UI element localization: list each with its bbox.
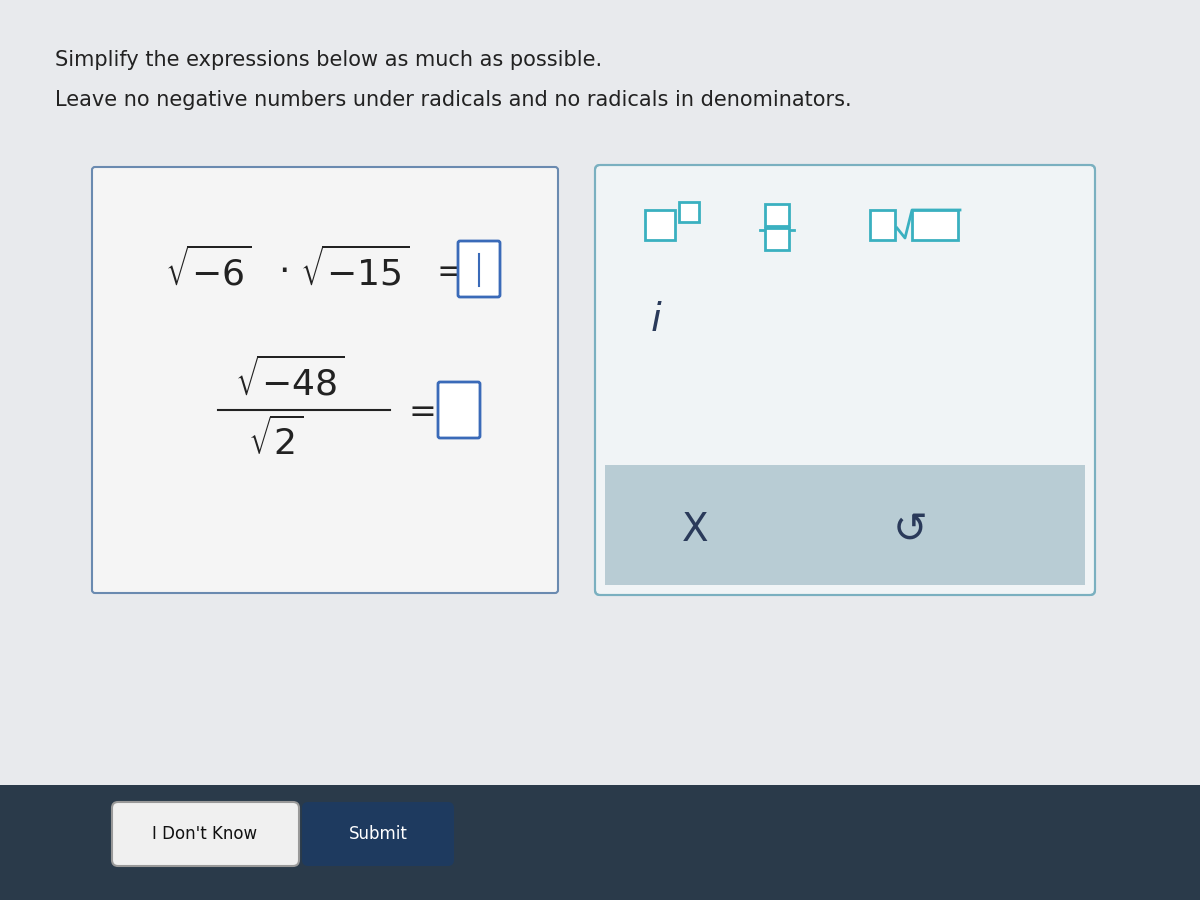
Text: X: X bbox=[682, 511, 708, 549]
Text: $\sqrt{-48}$: $\sqrt{-48}$ bbox=[235, 357, 344, 402]
Text: Simplify the expressions below as much as possible.: Simplify the expressions below as much a… bbox=[55, 50, 602, 70]
Bar bbox=[766, 228, 790, 250]
Text: $\sqrt{-6}$: $\sqrt{-6}$ bbox=[166, 248, 251, 292]
Text: Submit: Submit bbox=[348, 825, 408, 843]
Bar bbox=[870, 210, 895, 240]
Text: $\sqrt{-15}$: $\sqrt{-15}$ bbox=[300, 248, 409, 292]
Text: $=$: $=$ bbox=[402, 393, 434, 427]
Text: $\sqrt{2}$: $\sqrt{2}$ bbox=[248, 418, 304, 463]
FancyBboxPatch shape bbox=[595, 165, 1096, 595]
Bar bbox=[646, 210, 674, 240]
Text: $i$: $i$ bbox=[650, 301, 662, 339]
FancyBboxPatch shape bbox=[112, 802, 299, 866]
Text: ↺: ↺ bbox=[893, 509, 928, 551]
Bar bbox=[766, 204, 790, 226]
Bar bbox=[0, 785, 1200, 900]
Text: $\cdot$: $\cdot$ bbox=[278, 253, 288, 287]
Bar bbox=[0, 0, 1200, 785]
Text: $=$: $=$ bbox=[430, 254, 463, 286]
FancyBboxPatch shape bbox=[92, 167, 558, 593]
FancyBboxPatch shape bbox=[302, 802, 454, 866]
Text: I Don't Know: I Don't Know bbox=[152, 825, 258, 843]
FancyBboxPatch shape bbox=[438, 382, 480, 438]
Bar bbox=[605, 465, 1085, 585]
Text: Leave no negative numbers under radicals and no radicals in denominators.: Leave no negative numbers under radicals… bbox=[55, 90, 852, 110]
Bar bbox=[912, 210, 958, 240]
Bar bbox=[679, 202, 698, 222]
FancyBboxPatch shape bbox=[458, 241, 500, 297]
